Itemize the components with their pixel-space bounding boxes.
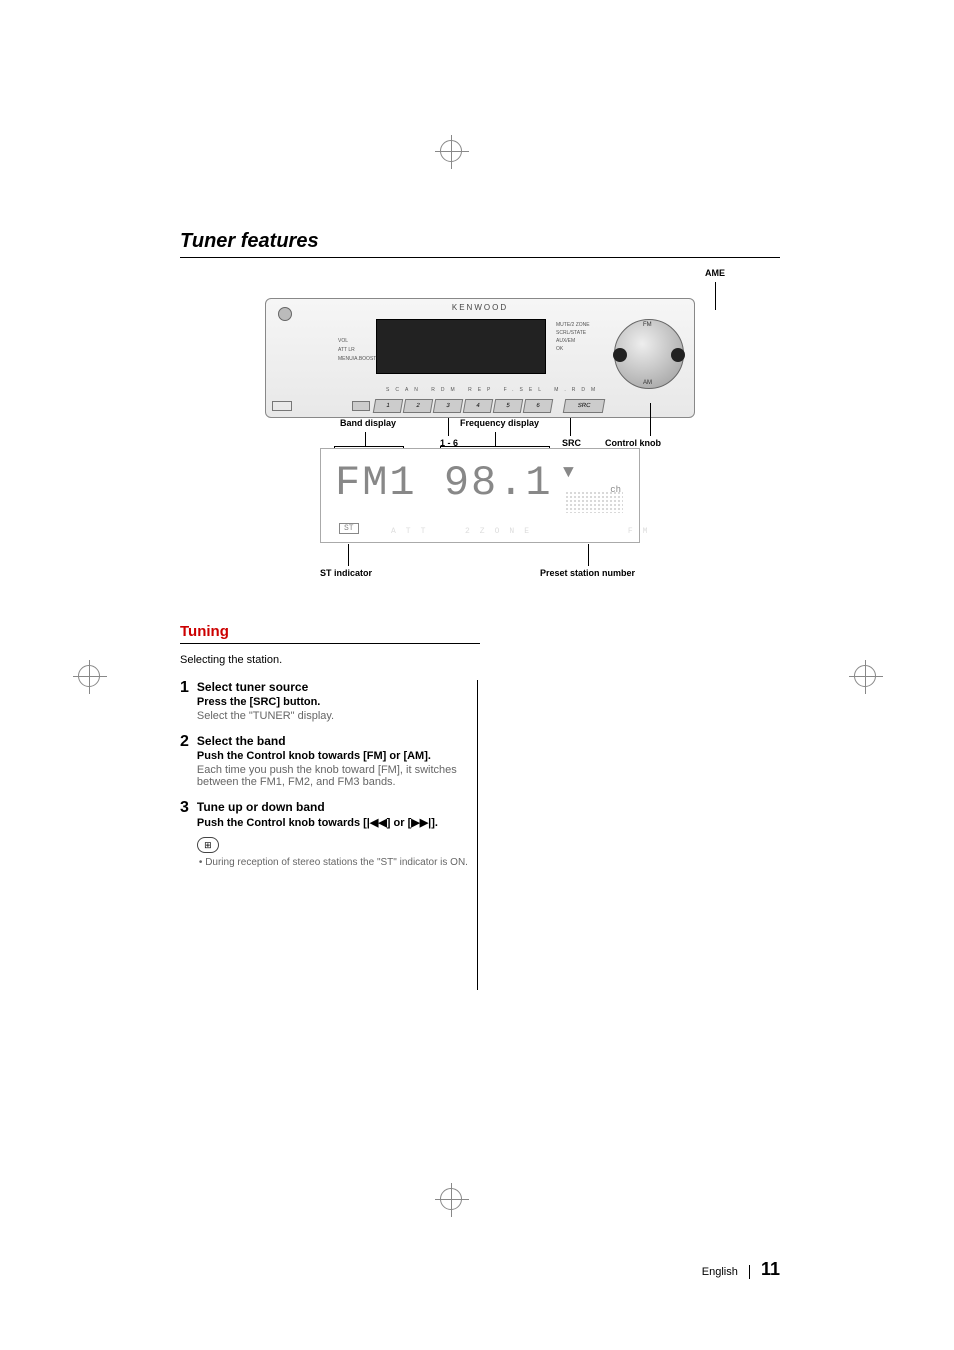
leader-freq	[495, 432, 496, 446]
bracket-freq	[440, 446, 550, 447]
step-2-title: Select the band	[197, 734, 480, 748]
step-1-title: Select tuner source	[197, 680, 334, 694]
lcd-faded-row: ATT 2ZONE FM	[391, 527, 657, 536]
preset-button-6: 6	[523, 399, 553, 413]
disp-button-icon	[352, 401, 370, 411]
lcd-right-panel: ▼ ch	[563, 463, 623, 513]
step-1-number: 1	[180, 680, 189, 722]
knob-am-label: AM	[643, 380, 652, 386]
column-divider	[477, 680, 478, 990]
footer-language: English	[702, 1266, 738, 1278]
step-1-action: Press the [SRC] button.	[197, 696, 334, 708]
step-2-number: 2	[180, 734, 189, 788]
lcd-st-indicator: ST	[339, 523, 359, 534]
bracket-band	[334, 446, 404, 447]
note-icon: ⊞	[197, 837, 219, 853]
leader-band	[365, 432, 366, 446]
device-screen	[376, 319, 546, 374]
lcd-main-text: FM1 98.1	[335, 459, 553, 507]
device-button-row: 1 2 3 4 5 6 SRC	[266, 395, 694, 417]
step-2: 2 Select the band Push the Control knob …	[180, 734, 480, 788]
callout-band-display: Band display	[340, 418, 396, 428]
tuning-heading: Tuning	[180, 623, 480, 644]
eject-button-icon	[272, 401, 292, 411]
callout-ame-label: AME	[705, 268, 725, 278]
knob-fm-label: FM	[643, 322, 652, 328]
lcd-screen: FM1 98.1 ▼ ch ST ATT 2ZONE FM	[320, 448, 640, 543]
step-2-action: Push the Control knob towards [FM] or [A…	[197, 750, 480, 762]
footer-page-number: 11	[761, 1259, 780, 1279]
stereo-device: KENWOOD VOL ATT LR MENU/A.BOOST MUTE/2 Z…	[265, 298, 695, 418]
device-figure: AME KENWOOD VOL ATT LR MENU/A.BOOST MUTE…	[265, 298, 695, 418]
preset-button-2: 2	[403, 399, 433, 413]
step-3-bullet: • During reception of stereo stations th…	[197, 857, 468, 868]
callout-preset-number: Preset station number	[540, 568, 635, 578]
registration-mark-top	[440, 140, 462, 162]
tuning-intro: Selecting the station.	[180, 654, 480, 666]
signal-icon: ▼	[563, 463, 623, 483]
tuning-section: Tuning Selecting the station. 1 Select t…	[180, 623, 480, 868]
leader-st	[348, 544, 349, 566]
step-3-title: Tune up or down band	[197, 800, 468, 814]
src-button: SRC	[563, 399, 605, 413]
step-3: 3 Tune up or down band Push the Control …	[180, 800, 480, 868]
page-content: Tuner features AME KENWOOD VOL ATT LR ME…	[180, 230, 780, 880]
page-footer: English 11	[702, 1259, 780, 1280]
preset-button-5: 5	[493, 399, 523, 413]
preset-button-1: 1	[373, 399, 403, 413]
lcd-dot-matrix	[565, 491, 623, 513]
registration-mark-bottom	[440, 1188, 462, 1210]
device-side-labels: MUTE/2 ZONE SCRL/STATE AUX/EM OK	[556, 321, 590, 353]
registration-mark-left	[78, 665, 100, 687]
lcd-figure: Band display Frequency display FM1 98.1 …	[320, 448, 640, 543]
step-1-note: Select the "TUNER" display.	[197, 710, 334, 722]
leader-preset	[588, 544, 589, 566]
device-left-labels: VOL ATT LR MENU/A.BOOST	[338, 337, 376, 364]
callout-freq-display: Frequency display	[460, 418, 539, 428]
brand-label: KENWOOD	[452, 303, 508, 312]
preset-button-4: 4	[463, 399, 493, 413]
step-1: 1 Select tuner source Press the [SRC] bu…	[180, 680, 480, 722]
registration-mark-right	[854, 665, 876, 687]
callout-src-label: SRC	[562, 438, 581, 448]
callout-control-knob: Control knob	[605, 438, 661, 448]
callout-ame: AME	[705, 268, 725, 278]
step-3-number: 3	[180, 800, 189, 868]
control-knob-icon: FM AM	[614, 319, 684, 389]
step-2-note: Each time you push the knob toward [FM],…	[197, 764, 480, 788]
callout-st-indicator: ST indicator	[320, 568, 372, 578]
device-mini-row: SCAN RDM REP F.SEL M.RDM	[386, 387, 601, 393]
section-title: Tuner features	[180, 230, 780, 258]
callout-control-knob-label: Control knob	[605, 438, 661, 448]
callout-src: SRC	[562, 438, 581, 448]
att-button-icon	[278, 307, 292, 321]
preset-button-3: 3	[433, 399, 463, 413]
step-3-action: Push the Control knob towards [|◀◀] or […	[197, 816, 468, 829]
